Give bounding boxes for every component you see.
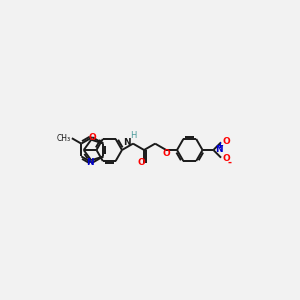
Text: N: N: [215, 145, 223, 154]
Text: H: H: [130, 131, 136, 140]
Text: O: O: [223, 137, 230, 146]
Text: O: O: [223, 154, 230, 163]
Text: -: -: [228, 158, 232, 168]
Text: N: N: [86, 158, 94, 167]
Text: O: O: [162, 148, 170, 158]
Text: CH₃: CH₃: [57, 134, 71, 143]
Text: +: +: [217, 141, 224, 150]
Text: O: O: [137, 158, 145, 167]
Text: O: O: [88, 133, 96, 142]
Text: N: N: [123, 138, 131, 147]
